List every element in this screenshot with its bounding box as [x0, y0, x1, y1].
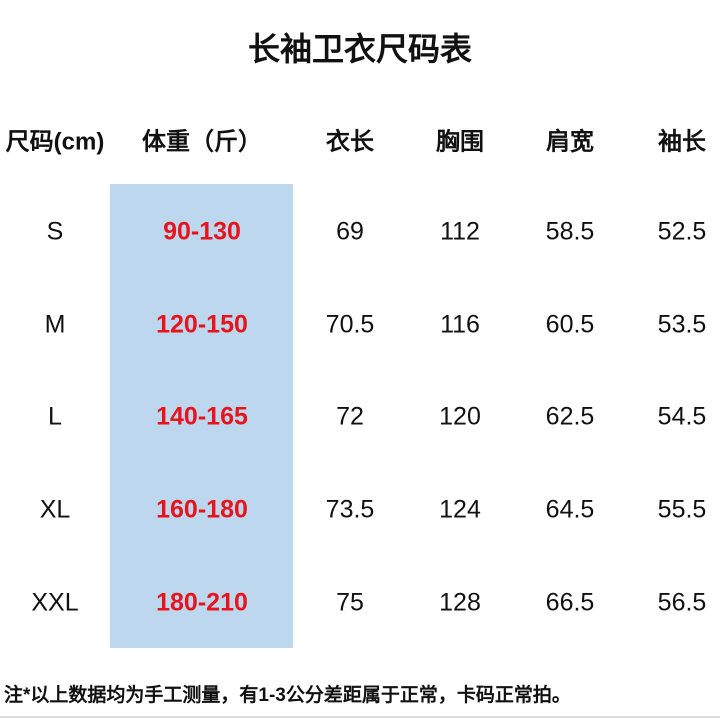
cell-weight: 90-130: [163, 217, 241, 246]
footnote: 注*以上数据均为手工测量，有1-3公分差距属于正常，卡码正常拍。: [4, 685, 571, 706]
cell-sleeve: 52.5: [657, 217, 707, 246]
cell-chest: 120: [439, 402, 481, 431]
cell-size: XL: [39, 495, 71, 524]
cell-chest: 116: [440, 310, 480, 339]
cell-shoulder: 62.5: [545, 402, 595, 431]
cell-weight: 160-180: [156, 495, 248, 524]
cell-weight: 140-165: [156, 402, 248, 431]
cell-chest: 124: [439, 495, 481, 524]
cell-sleeve: 55.5: [657, 495, 707, 524]
header-size: 尺码(cm): [5, 128, 105, 156]
cell-shoulder: 60.5: [545, 310, 595, 339]
cell-length: 70.5: [325, 310, 375, 339]
header-weight: 体重（斤）: [142, 128, 262, 156]
divider: [0, 716, 720, 718]
cell-shoulder: 58.5: [545, 217, 595, 246]
cell-chest: 128: [439, 588, 481, 617]
header-length: 衣长: [326, 128, 374, 156]
cell-size: S: [46, 217, 64, 246]
cell-length: 72: [336, 402, 364, 431]
cell-sleeve: 53.5: [657, 310, 707, 339]
cell-size: M: [44, 310, 66, 339]
cell-size: XXL: [31, 588, 79, 617]
cell-length: 69: [336, 217, 364, 246]
cell-shoulder: 64.5: [545, 495, 595, 524]
header-sleeve: 袖长: [658, 128, 706, 156]
cell-weight: 120-150: [156, 310, 248, 339]
cell-weight: 180-210: [156, 588, 248, 617]
cell-chest: 112: [440, 217, 480, 246]
weight-column-highlight: [110, 184, 293, 648]
cell-size: L: [48, 402, 62, 431]
cell-shoulder: 66.5: [545, 588, 595, 617]
cell-sleeve: 56.5: [657, 588, 707, 617]
cell-length: 73.5: [325, 495, 375, 524]
cell-sleeve: 54.5: [657, 402, 707, 431]
cell-length: 75: [336, 588, 364, 617]
header-shoulder: 肩宽: [546, 128, 594, 156]
header-chest: 胸围: [436, 128, 484, 156]
page-title: 长袖卫衣尺码表: [247, 31, 472, 67]
